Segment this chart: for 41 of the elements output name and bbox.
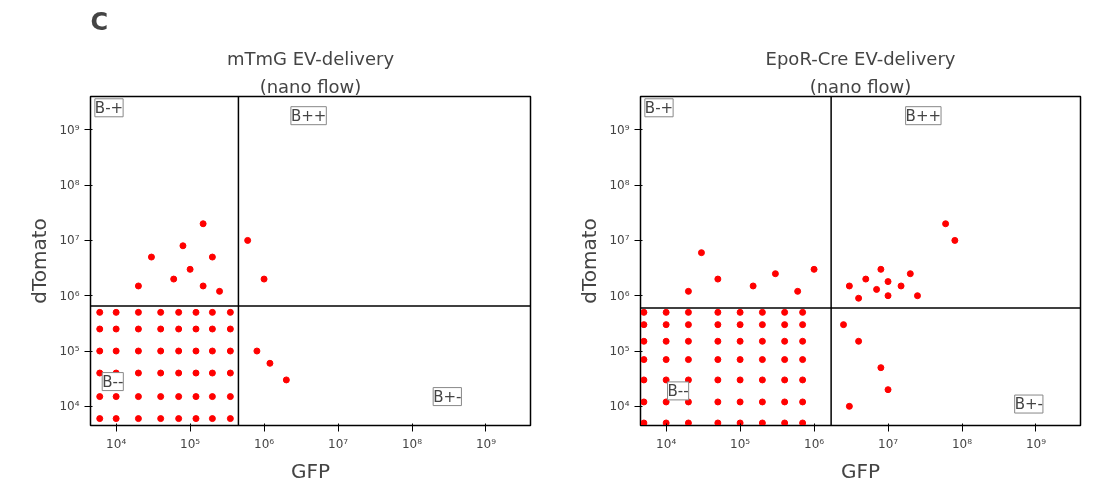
- x-axis-title: GFP: [290, 458, 331, 483]
- x-tick-label: 10⁸: [401, 436, 423, 451]
- annotation: B-+: [644, 98, 674, 117]
- x-axis-title: GFP: [840, 458, 881, 483]
- annotation: B++: [905, 106, 942, 125]
- y-tick-label: 10⁸: [609, 178, 630, 193]
- x-tick-label: 10⁶: [804, 436, 825, 451]
- text: C: [90, 7, 109, 36]
- y-tick-label: 10⁶: [59, 288, 80, 303]
- annotation: B++: [290, 106, 327, 125]
- x-tick-label: 10⁴: [106, 436, 127, 451]
- x-tick-label: 10⁸: [951, 436, 973, 451]
- x-tick-label: 10⁵: [180, 436, 201, 451]
- y-tick-label: 10⁵: [59, 344, 80, 359]
- x-tick-label: 10⁷: [878, 436, 899, 451]
- y-tick-label: 10⁹: [609, 122, 630, 137]
- y-tick-label: 10⁶: [609, 288, 630, 303]
- annotation: B+-: [1014, 395, 1043, 414]
- chart-subtitle: (nano flow): [259, 75, 362, 97]
- x-tick-label: 10⁷: [328, 436, 349, 451]
- x-tick-label: 10⁴: [656, 436, 677, 451]
- y-tick-label: 10⁸: [59, 178, 80, 193]
- chart-subtitle: (nano flow): [809, 75, 912, 97]
- y-tick-label: 10⁷: [59, 233, 80, 248]
- y-tick-label: 10⁴: [59, 399, 80, 414]
- y-tick-label: 10⁵: [609, 344, 630, 359]
- x-tick-label: 10⁶: [254, 436, 275, 451]
- chart-title: mTmG EV-delivery: [226, 47, 395, 69]
- x-tick-label: 10⁵: [730, 436, 751, 451]
- y-axis-title: dTomato: [27, 218, 52, 304]
- annotation: B--: [102, 372, 124, 391]
- x-tick-label: 10⁹: [475, 436, 497, 451]
- annotation: B+-: [433, 387, 462, 406]
- y-tick-label: 10⁴: [609, 399, 630, 414]
- annotation: B-+: [94, 98, 124, 117]
- y-tick-label: 10⁹: [59, 122, 80, 137]
- chart-title: EpoR-Cre EV-delivery: [765, 47, 956, 69]
- x-tick-label: 10⁹: [1025, 436, 1047, 451]
- y-axis-title: dTomato: [577, 218, 602, 304]
- y-tick-label: 10⁷: [609, 233, 630, 248]
- annotation: B--: [667, 381, 689, 400]
